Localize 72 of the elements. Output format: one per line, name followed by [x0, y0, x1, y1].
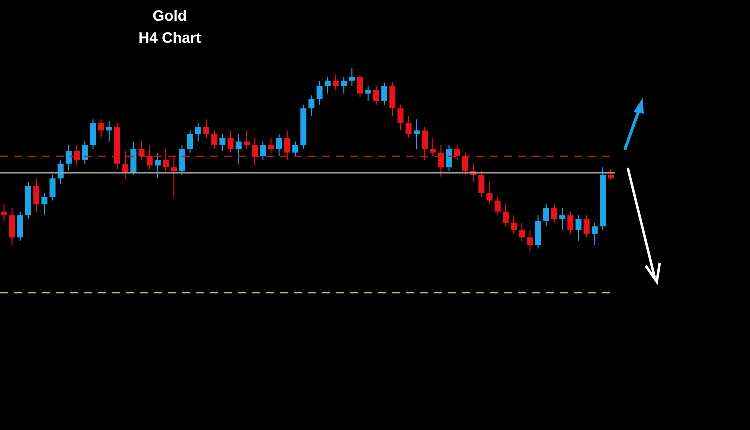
candlestick — [276, 134, 282, 158]
candlestick — [106, 120, 112, 142]
candlestick — [90, 119, 96, 150]
candlestick — [268, 138, 274, 154]
candlestick — [260, 141, 266, 161]
candlestick — [390, 82, 396, 116]
candlestick — [519, 222, 526, 242]
candlestick — [454, 144, 460, 161]
candlestick — [478, 170, 485, 198]
candlestick — [236, 134, 242, 164]
candlestick — [608, 168, 614, 181]
candlestick — [130, 141, 137, 176]
candlestick — [98, 119, 104, 139]
candlestick — [252, 138, 258, 166]
candlestick — [220, 134, 226, 152]
candlestick — [592, 222, 598, 246]
candlestick — [543, 204, 550, 228]
candlestick — [171, 156, 178, 198]
candlestick — [308, 95, 315, 116]
candlestick — [138, 141, 145, 161]
candlestick — [438, 144, 444, 178]
candlestick — [406, 115, 412, 139]
candlestick — [568, 211, 574, 234]
candlestick — [228, 130, 234, 154]
candlestick — [82, 141, 88, 164]
candlestick — [34, 178, 40, 212]
candlestick — [1, 204, 8, 222]
candlestick — [187, 130, 194, 154]
candlestick — [341, 76, 348, 94]
candlestick — [9, 208, 16, 246]
candlestick — [494, 196, 501, 216]
candlestick — [398, 104, 404, 132]
chart-title: Gold — [152, 7, 188, 27]
candlestick — [146, 144, 153, 170]
candlestick — [422, 126, 428, 161]
candlestick — [462, 152, 468, 176]
candlestick — [42, 192, 48, 216]
candlestick — [511, 215, 518, 234]
candlestick — [154, 152, 161, 180]
candlestick — [365, 86, 372, 102]
candlestick — [486, 182, 493, 205]
candlestick — [332, 74, 339, 91]
candlestick — [373, 86, 380, 106]
candlestick — [551, 204, 558, 224]
candlestick — [50, 174, 56, 202]
candlestick — [324, 76, 331, 94]
candlestick — [316, 80, 323, 106]
candlestick — [560, 208, 566, 231]
candlestick — [66, 144, 72, 172]
chart-subtitle: H4 Chart — [138, 29, 202, 49]
candlestick — [292, 141, 299, 158]
candlestick — [179, 144, 186, 176]
candlestick — [349, 68, 356, 87]
candlestick — [195, 122, 202, 142]
candlestick — [357, 74, 364, 98]
candlestick — [382, 82, 388, 106]
candlestick — [163, 148, 170, 172]
candlestick — [584, 215, 590, 238]
candlestick — [576, 215, 582, 242]
candlestick — [204, 119, 210, 139]
candlestick — [502, 204, 509, 228]
candlestick — [430, 138, 436, 158]
candlestick — [414, 119, 420, 150]
candlestick — [244, 130, 250, 150]
candlestick — [284, 130, 290, 161]
candlestick — [74, 144, 80, 166]
candlestick — [527, 230, 534, 253]
candlestick — [535, 215, 542, 250]
candlestick — [446, 144, 452, 172]
candlestick — [122, 150, 129, 180]
candlestick — [212, 130, 218, 150]
candlestick — [17, 211, 24, 242]
